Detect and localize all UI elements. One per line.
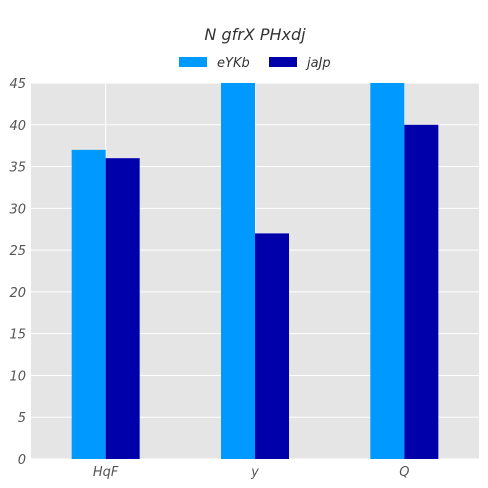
- y-tick-label: 30: [9, 202, 26, 217]
- legend-label: eYKb: [217, 56, 250, 71]
- bar-eYKb-Q: [370, 83, 405, 459]
- x-tick-label: Q: [399, 465, 409, 480]
- legend: eYKb jaJp: [179, 56, 331, 71]
- bar-jaJp-Q: [404, 124, 439, 460]
- y-tick-label: 20: [9, 286, 26, 301]
- y-tick-label: 15: [9, 328, 26, 343]
- legend-swatch: [179, 57, 207, 67]
- y-tick-label: 40: [9, 119, 26, 134]
- y-tick-label: 5: [18, 411, 26, 426]
- legend-label: jaJp: [305, 56, 331, 71]
- y-tick-label: 10: [9, 369, 26, 384]
- x-tick-label: y: [250, 465, 259, 480]
- x-tick-label: HqF: [93, 465, 119, 480]
- y-tick-label: 35: [9, 161, 26, 176]
- y-tick-label: 0: [18, 453, 26, 468]
- y-tick-label: 25: [9, 244, 26, 259]
- bars: [71, 83, 439, 460]
- bar-jaJp-HqF: [105, 158, 140, 459]
- legend-swatch: [269, 57, 297, 67]
- y-tick-label: 45: [9, 77, 26, 92]
- bar-eYKb-y: [221, 83, 255, 459]
- y-axis-ticks: 0 5 10 15 20 25 30 35 40 45: [9, 77, 26, 468]
- x-axis-ticks: HqF y Q: [93, 465, 410, 480]
- bar-eYKb-HqF: [71, 149, 106, 459]
- bar-jaJp-y: [255, 233, 289, 459]
- chart-title: N gfrX PHxdj: [204, 25, 306, 44]
